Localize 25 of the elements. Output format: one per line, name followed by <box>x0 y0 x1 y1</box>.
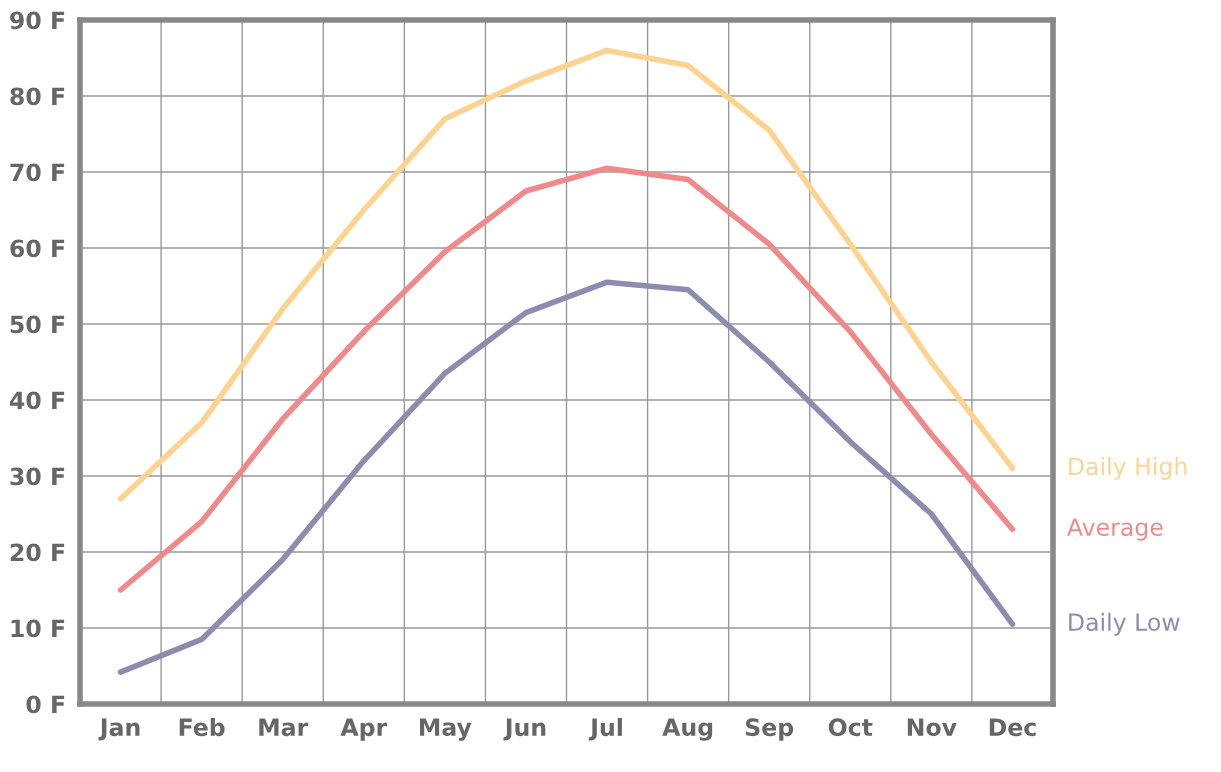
y-tick-label: 30 F <box>10 467 65 486</box>
y-tick-label: 80 F <box>10 87 65 106</box>
x-tick-label: Sep <box>745 718 794 741</box>
y-tick-label: 40 F <box>9 391 65 410</box>
y-tick-label: 20 F <box>10 543 65 562</box>
text: Average <box>1067 518 1163 541</box>
x-tick-label: Jun <box>503 718 546 741</box>
y-tick-label: 90 F <box>10 11 65 30</box>
x-tick-label: Nov <box>907 718 957 737</box>
text: Daily Low <box>1069 612 1180 636</box>
y-tick-label: 0 F <box>26 695 65 714</box>
x-tick-label: Apr <box>340 718 388 741</box>
x-tick-label: Aug <box>662 718 713 741</box>
x-tick-label: Feb <box>179 717 225 737</box>
x-tick-label: Mar <box>259 718 309 737</box>
x-tick-label: Oct <box>828 718 873 737</box>
y-tick-label: 70 F <box>10 163 65 182</box>
y-tick-label: 50 F <box>10 315 65 334</box>
y-tick-label: 10 F <box>11 619 65 638</box>
x-tick-label: May <box>420 718 472 741</box>
text: Daily High <box>1069 456 1187 480</box>
x-tick-label: Jan <box>98 718 140 741</box>
x-tick-label: Jul <box>588 717 622 741</box>
y-tick-label: 60 F <box>10 239 65 258</box>
x-tick-label: Dec <box>989 718 1036 737</box>
